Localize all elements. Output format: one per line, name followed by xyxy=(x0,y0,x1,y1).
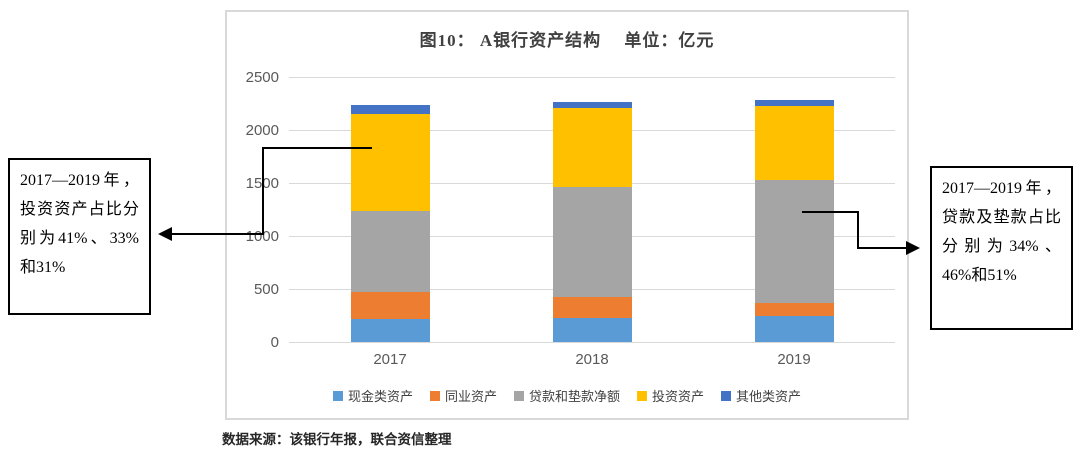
bar-segment-2019 xyxy=(754,316,834,342)
legend-label: 其他类资产 xyxy=(736,389,802,404)
legend-swatch-icon xyxy=(429,390,440,401)
bar-segment-2019 xyxy=(754,99,834,107)
legend-item: 投资资产 xyxy=(637,386,704,405)
y-tick-label: 2500 xyxy=(245,69,279,86)
legend-item: 现金类资产 xyxy=(332,386,413,405)
chart-legend: 现金类资产 同业资产 贷款和垫款净额 投资资产 其他类资产 xyxy=(227,386,907,405)
legend-swatch-icon xyxy=(721,390,732,401)
y-tick-label: 0 xyxy=(270,334,279,351)
bar-segment-2019 xyxy=(754,180,834,304)
bar-segment-2018 xyxy=(552,101,632,108)
y-tick-label: 2000 xyxy=(245,122,279,139)
chart-title: 图10： A银行资产结构 单位：亿元 xyxy=(419,31,715,50)
bar-segment-2018 xyxy=(552,297,632,318)
bar-segment-2019 xyxy=(754,303,834,317)
source-note: 数据来源：该银行年报，联合资信整理 xyxy=(222,432,452,447)
legend-label: 贷款和垫款净额 xyxy=(528,389,620,404)
y-tick-label: 500 xyxy=(253,281,279,298)
legend-swatch-icon xyxy=(513,390,524,401)
y-tick-label: 1000 xyxy=(245,228,279,245)
bar-segment-2018 xyxy=(552,187,632,298)
bar-segment-2017 xyxy=(350,114,430,212)
gridline xyxy=(289,77,895,78)
bar-segment-2017 xyxy=(350,104,430,115)
legend-label: 投资资产 xyxy=(652,389,705,404)
y-tick-label: 1500 xyxy=(245,175,279,192)
x-tick-label: 2017 xyxy=(373,351,407,368)
legend-swatch-icon xyxy=(332,390,343,401)
legend-label: 现金类资产 xyxy=(347,389,413,404)
callout-investment-share: 2017—2019年，投资资产占比分别为41%、33%和31% xyxy=(8,158,151,315)
legend-swatch-icon xyxy=(637,390,647,401)
chart-panel: 图10： A银行资产结构 单位：亿元 0 500 1000 1500 2000 2500 2… xyxy=(225,10,909,420)
bar-segment-2017 xyxy=(350,291,430,319)
bar-segment-2017 xyxy=(350,318,430,342)
legend-label: 同业资产 xyxy=(444,389,497,404)
bar-segment-2019 xyxy=(754,106,834,181)
x-tick-label: 2018 xyxy=(575,351,609,368)
callout-loan-share: 2017—2019年，贷款及垫款占比分别为34%、46%和51% xyxy=(930,166,1073,330)
legend-item: 贷款和垫款净额 xyxy=(513,386,620,405)
bar-segment-2017 xyxy=(350,211,430,292)
bar-segment-2018 xyxy=(552,317,632,342)
x-tick-label: 2019 xyxy=(777,351,811,368)
legend-item: 同业资产 xyxy=(429,386,497,405)
bar-segment-2018 xyxy=(552,107,632,188)
legend-item: 其他类资产 xyxy=(721,386,801,405)
gridline xyxy=(289,342,895,343)
left-arrowhead-icon xyxy=(158,227,172,241)
